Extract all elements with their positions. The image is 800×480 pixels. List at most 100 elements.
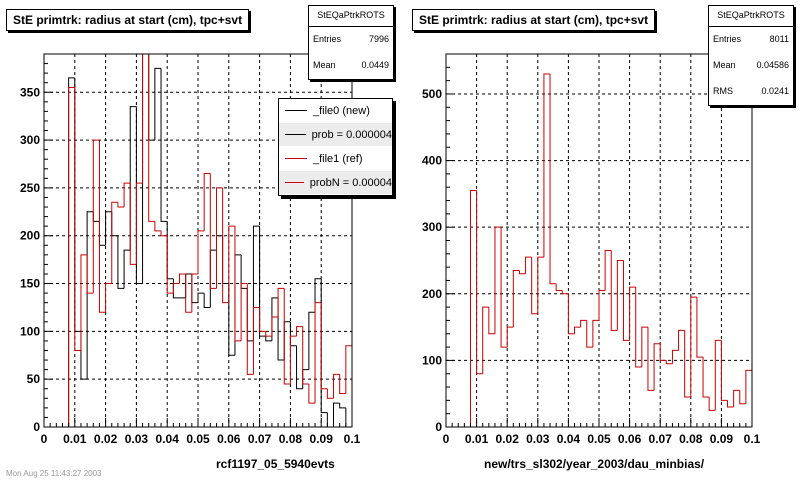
left-bin-1-28	[215, 187, 223, 289]
left-x-axis-label: rcf1197_05_5940evts	[216, 457, 335, 471]
right-x-tick-label: 0.06	[618, 432, 642, 446]
legend-swatch-file1	[285, 158, 307, 159]
left-bin-1-8	[92, 139, 100, 294]
right-x-tick-label: 0.07	[649, 432, 673, 446]
left-bin-0-39	[283, 321, 291, 361]
right-histogram-title: StE primtrk: radius at start (cm), tpc+s…	[412, 9, 656, 31]
left-bin-1-33	[246, 283, 254, 375]
legend-swatch-probn	[285, 182, 304, 183]
right-bin-0-37	[671, 349, 679, 364]
left-bin-1-7	[86, 254, 94, 294]
left-bin-0-30	[228, 283, 235, 356]
right-bin-0-27	[610, 250, 618, 331]
left-stats-name: StEQaPtrkROTS	[309, 6, 393, 27]
left-bin-0-11	[111, 211, 118, 237]
right-bin-0-45	[720, 340, 728, 401]
left-bin-0-7	[86, 211, 94, 380]
left-bin-0-43	[308, 311, 316, 370]
left-bin-1-5	[74, 87, 81, 351]
left-bin-0-16	[142, 54, 149, 284]
legend-label-probn: probN = 0.00004	[309, 176, 392, 189]
left-x-tick-label: 0.09	[310, 432, 334, 446]
right-y-tick-label: 200	[422, 287, 442, 301]
right-bin-0-6	[482, 306, 489, 374]
right-bin-0-21	[574, 326, 581, 334]
left-bin-1-6	[80, 254, 88, 351]
left-stats-entries-value: 7996	[368, 34, 389, 44]
left-bin-0-34	[252, 225, 260, 341]
left-bin-0-5	[74, 77, 81, 332]
left-y-tick-label: 250	[20, 181, 40, 195]
right-bin-0-36	[665, 360, 673, 365]
left-y-tick-label: 0	[33, 420, 40, 434]
left-x-tick-label: 0.01	[63, 432, 87, 446]
right-bin-0-33	[647, 327, 655, 391]
right-x-tick-label: 0.09	[710, 432, 734, 446]
left-y-tick-label: 300	[20, 133, 40, 147]
right-stats-entries-label: Entries	[713, 34, 742, 44]
left-bin-1-19	[160, 230, 168, 237]
legend-label-file0: _file0 (new)	[313, 104, 370, 117]
right-bin-0-41	[696, 297, 704, 358]
right-stats-rms-value: 0.0241	[761, 86, 789, 96]
left-bin-1-30	[228, 225, 235, 303]
right-bin-0-38	[678, 329, 685, 351]
timestamp-footnote: Mon Aug 25 11:43:27 2003	[6, 469, 102, 478]
right-x-tick-label: 0	[443, 432, 450, 446]
left-bin-1-10	[105, 283, 112, 313]
right-x-tick-label: 0.1	[744, 432, 761, 446]
left-bin-0-4	[68, 77, 75, 427]
left-histogram-plot: 0 0.01 0.02 0.03 0.04 0.05 0.06 0.07 0.08 0.09 0.1…	[20, 53, 361, 446]
legend-entry-probn: probN = 0.00004	[279, 171, 392, 195]
left-bin-0-40	[289, 321, 297, 347]
right-bin-0-19	[561, 290, 569, 295]
left-y-tick-label: 50	[27, 372, 41, 386]
left-series-1	[44, 54, 352, 427]
right-bin-0-30	[629, 286, 636, 341]
right-bin-0-23	[586, 320, 593, 348]
right-bin-0-18	[555, 283, 563, 291]
left-bin-0-33	[246, 288, 254, 342]
right-bin-0-29	[622, 260, 630, 341]
right-bin-0-10	[506, 326, 514, 348]
left-bin-1-49	[345, 345, 352, 394]
left-bin-0-27	[209, 249, 217, 308]
left-bin-1-16	[142, 54, 149, 184]
left-bin-0-6	[80, 331, 88, 380]
left-stats-entries-label: Entries	[313, 34, 342, 44]
left-x-tick-label: 0.07	[248, 432, 272, 446]
left-bin-0-45	[320, 278, 328, 414]
right-bin-0-12	[518, 270, 526, 275]
left-bin-1-37	[271, 316, 279, 337]
right-bin-0-35	[659, 343, 667, 361]
right-bin-0-42	[702, 357, 710, 398]
left-bin-1-34	[252, 306, 260, 375]
left-bin-0-13	[123, 249, 131, 289]
left-bin-1-23	[185, 273, 192, 313]
left-x-tick-label: 0	[41, 432, 48, 446]
left-bin-0-29	[222, 235, 229, 285]
left-bin-1-31	[234, 226, 242, 342]
left-bin-1-25	[197, 230, 205, 274]
left-x-tick-label: 0.02	[94, 432, 118, 446]
right-stats-mean-value: 0.04586	[756, 60, 789, 70]
left-bin-0-10	[105, 211, 112, 246]
legend-entry-prob: prob = 0.000004	[279, 123, 392, 147]
left-bin-0-9	[98, 221, 106, 246]
left-bin-0-24	[191, 273, 198, 304]
left-bin-1-42	[302, 326, 309, 385]
left-bin-0-47	[333, 402, 340, 427]
right-x-tick-label: 0.02	[496, 432, 520, 446]
left-bin-1-39	[283, 288, 291, 385]
left-bin-0-26	[203, 293, 211, 308]
left-stats-mean: Mean 0.0449	[309, 53, 393, 79]
left-bin-1-14	[129, 183, 137, 265]
right-bin-0-28	[616, 259, 624, 331]
left-bin-1-13	[123, 182, 131, 208]
left-bin-1-46	[326, 388, 334, 399]
right-histogram-plot: 0 0.01 0.02 0.03 0.04 0.05 0.06 0.07 0.08 0.09 0.1…	[422, 53, 761, 446]
left-x-tick-label: 0.05	[186, 432, 210, 446]
left-bin-0-19	[160, 68, 168, 222]
right-y-tick-label: 100	[422, 353, 442, 367]
left-x-tick-label: 0.08	[279, 432, 303, 446]
